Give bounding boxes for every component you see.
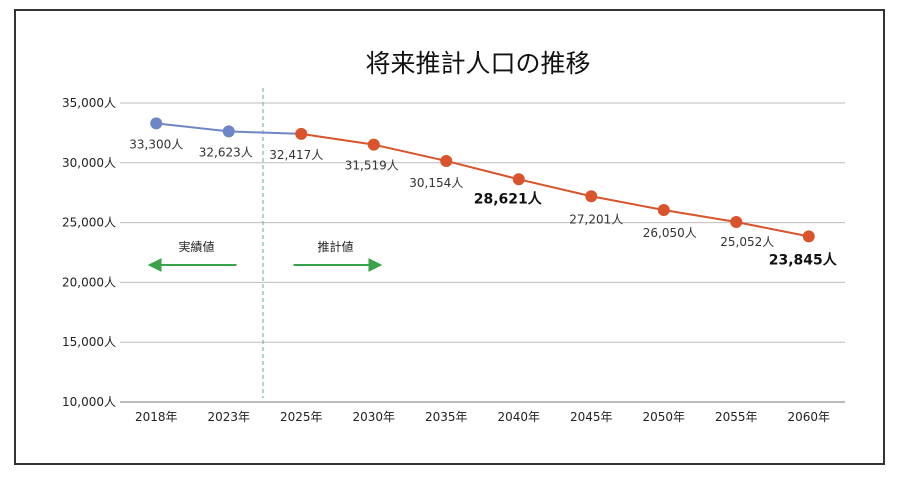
data-label: 33,300人	[129, 137, 183, 151]
y-tick-label: 15,000人	[62, 335, 116, 349]
x-tick-label: 2025年	[280, 410, 323, 424]
series-lines	[150, 117, 815, 243]
data-point	[730, 215, 743, 228]
data-point	[367, 138, 380, 151]
data-label: 27,201人	[569, 212, 623, 226]
y-tick-label: 25,000人	[62, 216, 116, 230]
x-tick-label: 2040年	[497, 410, 540, 424]
data-label: 31,519人	[345, 159, 399, 173]
data-label: 32,623人	[199, 145, 253, 159]
period-annotations: 実績値 推計値	[147, 239, 383, 272]
x-tick-label: 2050年	[642, 410, 685, 424]
chart-frame	[14, 9, 885, 465]
data-point	[440, 154, 453, 167]
data-point	[657, 204, 670, 217]
data-label: 32,417人	[269, 148, 323, 162]
data-point	[585, 190, 598, 203]
x-axis-ticks: 2018年 2023年 2025年 2030年 2035年 2040年 2045年 2050年…	[135, 410, 830, 424]
x-tick-label: 2045年	[570, 410, 613, 424]
series-line	[301, 132, 809, 238]
data-point	[222, 125, 235, 138]
y-tick-label: 30,000人	[62, 156, 116, 170]
x-tick-label: 2023年	[207, 410, 250, 424]
data-label: 26,050人	[643, 226, 697, 240]
x-tick-label: 2035年	[425, 410, 468, 424]
data-label: 25,052人	[720, 235, 774, 249]
x-tick-label: 2018年	[135, 410, 178, 424]
x-tick-label: 2055年	[715, 410, 758, 424]
data-labels: 33,300人 32,623人 32,417人 31,519人 30,154人 28,62…	[129, 137, 838, 268]
data-label: 30,154人	[409, 176, 463, 190]
y-tick-label: 35,000人	[62, 96, 116, 110]
x-tick-label: 2060年	[787, 410, 830, 424]
x-tick-label: 2030年	[352, 410, 395, 424]
data-point	[512, 173, 525, 186]
data-point	[150, 117, 163, 130]
data-label: 28,621人	[474, 190, 543, 207]
actual-label: 実績値	[178, 239, 214, 254]
grid-lines	[120, 102, 845, 403]
data-point	[802, 230, 815, 243]
data-point	[295, 127, 308, 140]
estimate-label: 推計値	[317, 239, 353, 254]
y-tick-label: 20,000人	[62, 275, 116, 289]
y-tick-label: 10,000人	[62, 395, 116, 409]
y-axis-ticks: 10,000人 15,000人 20,000人 25,000人 30,000人 35,00…	[62, 96, 116, 409]
chart-title: 将来推計人口の推移	[365, 49, 590, 78]
data-label: 23,845人	[769, 251, 838, 268]
